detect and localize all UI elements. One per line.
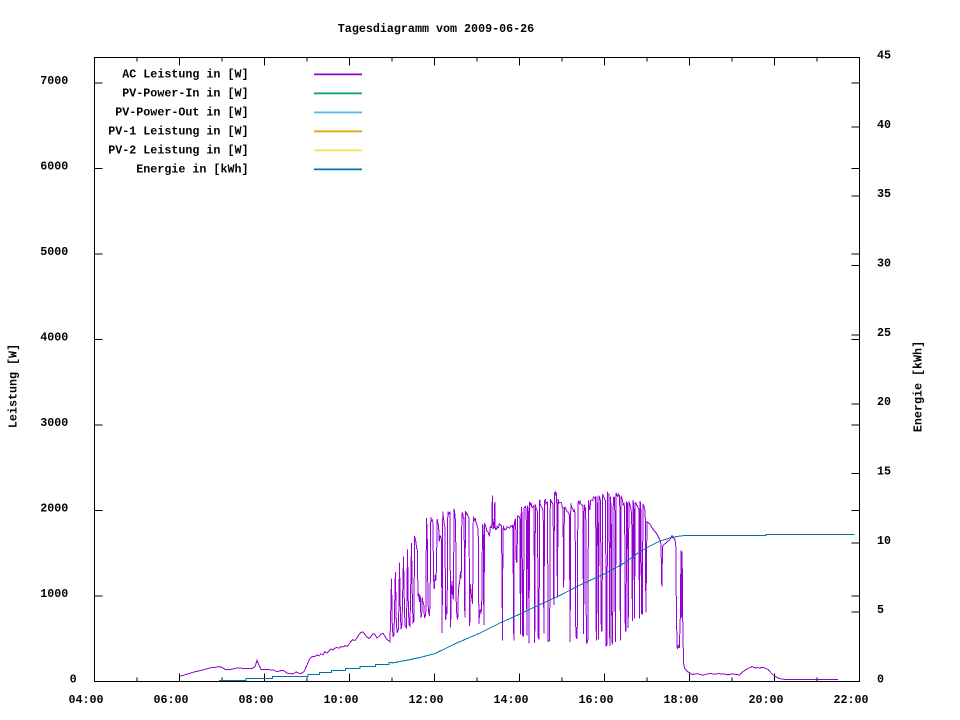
svg-text:AC Leistung in [W]: AC Leistung in [W]	[122, 67, 248, 81]
svg-text:16:00: 16:00	[578, 693, 613, 707]
svg-text:1000: 1000	[40, 587, 68, 601]
svg-text:Energie in [kWh]: Energie in [kWh]	[136, 162, 248, 176]
svg-text:20:00: 20:00	[748, 693, 783, 707]
svg-text:PV-2 Leistung in [W]: PV-2 Leistung in [W]	[108, 143, 248, 157]
svg-text:14:00: 14:00	[493, 693, 528, 707]
svg-text:08:00: 08:00	[238, 693, 273, 707]
svg-text:6000: 6000	[40, 159, 68, 173]
svg-text:10: 10	[877, 534, 891, 548]
svg-text:10:00: 10:00	[323, 693, 358, 707]
svg-text:04:00: 04:00	[68, 693, 103, 707]
svg-text:12:00: 12:00	[408, 693, 443, 707]
svg-text:PV-Power-In in [W]: PV-Power-In in [W]	[122, 86, 248, 100]
svg-text:20: 20	[877, 395, 891, 409]
svg-text:0: 0	[877, 673, 884, 687]
svg-text:35: 35	[877, 187, 891, 201]
svg-text:5: 5	[877, 603, 884, 617]
svg-text:7000: 7000	[40, 74, 68, 88]
svg-text:4000: 4000	[40, 330, 68, 344]
svg-text:18:00: 18:00	[663, 693, 698, 707]
svg-text:Tagesdiagramm vom 2009-06-26: Tagesdiagramm vom 2009-06-26	[338, 22, 534, 36]
svg-text:PV-1 Leistung in [W]: PV-1 Leistung in [W]	[108, 124, 248, 138]
svg-text:40: 40	[877, 118, 891, 132]
svg-text:45: 45	[877, 48, 891, 62]
svg-text:30: 30	[877, 256, 891, 270]
svg-text:0: 0	[70, 673, 77, 687]
svg-text:PV-Power-Out in [W]: PV-Power-Out in [W]	[115, 105, 248, 119]
svg-text:15: 15	[877, 464, 891, 478]
svg-text:2000: 2000	[40, 501, 68, 515]
svg-text:06:00: 06:00	[153, 693, 188, 707]
svg-text:22:00: 22:00	[833, 693, 868, 707]
svg-text:Leistung [W]: Leistung [W]	[7, 344, 21, 428]
svg-text:Energie [kWh]: Energie [kWh]	[912, 341, 926, 432]
svg-text:5000: 5000	[40, 245, 68, 259]
svg-text:25: 25	[877, 326, 891, 340]
svg-text:3000: 3000	[40, 416, 68, 430]
